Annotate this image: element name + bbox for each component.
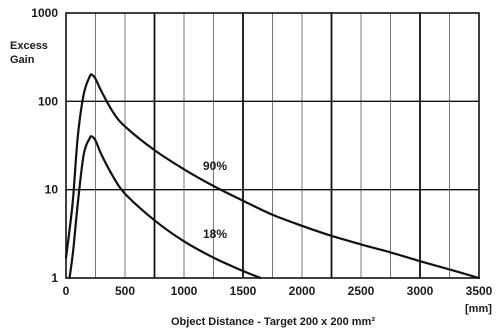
x-tick-label: 2500: [348, 284, 375, 298]
x-axis-title: Object Distance - Target 200 x 200 mm²: [171, 316, 375, 328]
y-tick-label: 10: [45, 183, 59, 197]
plot-area-frame: [65, 12, 480, 279]
x-axis-unit: [mm]: [465, 303, 492, 315]
series-label-90: 90%: [203, 159, 227, 173]
x-tick-label: 3000: [407, 284, 434, 298]
y-tick-label: 1000: [31, 6, 58, 20]
series-curve-1: [68, 135, 262, 280]
y-axis-title-line-1: Excess: [10, 40, 48, 52]
x-tick-label: 500: [115, 284, 135, 298]
x-tick-label: 1000: [171, 284, 198, 298]
series-curve-0: [64, 73, 481, 280]
x-tick-label: 3500: [466, 284, 493, 298]
series-label-18: 18%: [203, 227, 227, 241]
x-tick-label: 0: [63, 284, 70, 298]
y-tick-label: 100: [38, 94, 58, 108]
grid: [66, 13, 479, 278]
x-tick-label: 2000: [289, 284, 316, 298]
y-axis-title-line-2: Gain: [10, 54, 35, 66]
y-tick-label: 1: [51, 271, 58, 285]
x-tick-label: 1500: [230, 284, 257, 298]
labels: Excess Gain Object Distance - Target 200…: [10, 6, 493, 328]
curves: [64, 73, 481, 280]
